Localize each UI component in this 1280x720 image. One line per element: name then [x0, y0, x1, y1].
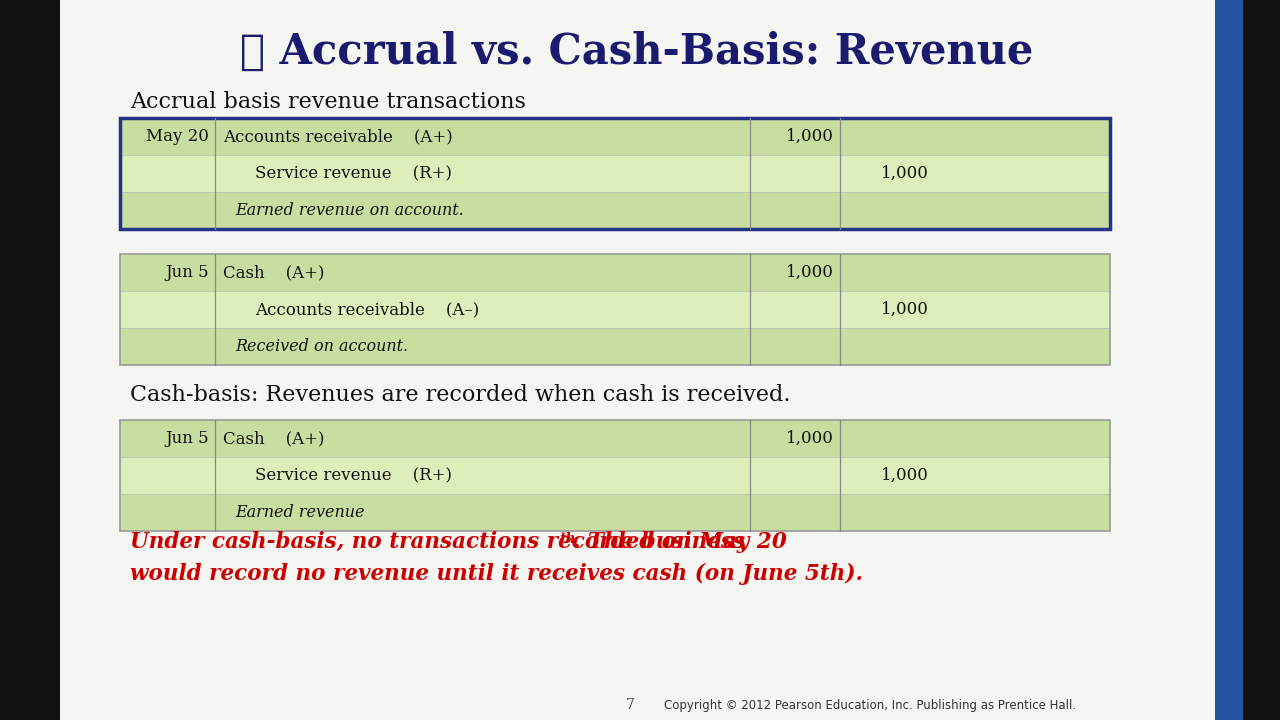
Text: 1,000: 1,000	[881, 467, 929, 484]
Text: Cash    (A+): Cash (A+)	[223, 430, 325, 447]
Bar	[120, 118, 1110, 155]
Text: Accounts receivable    (A+): Accounts receivable (A+)	[223, 128, 453, 145]
Bar	[120, 155, 1110, 192]
Text: Service revenue    (R+): Service revenue (R+)	[255, 467, 452, 484]
Bar	[0, 0, 60, 720]
Text: 1,000: 1,000	[881, 301, 929, 318]
Text: Under cash-basis, no transactions recorded on May 20: Under cash-basis, no transactions record…	[131, 531, 787, 553]
Bar	[120, 118, 1110, 229]
Text: 1,000: 1,000	[786, 264, 835, 281]
Text: th: th	[559, 532, 576, 546]
Bar	[120, 494, 1110, 531]
Bar	[120, 420, 1110, 531]
Text: ❖ Accrual vs. Cash-Basis: Revenue: ❖ Accrual vs. Cash-Basis: Revenue	[241, 31, 1034, 73]
Text: 1,000: 1,000	[786, 430, 835, 447]
Text: 1,000: 1,000	[786, 128, 835, 145]
Text: 7: 7	[626, 698, 635, 712]
Bar	[120, 254, 1110, 365]
Text: Jun 5: Jun 5	[165, 430, 209, 447]
Text: Accounts receivable    (A–): Accounts receivable (A–)	[255, 301, 479, 318]
Text: Accrual basis revenue transactions: Accrual basis revenue transactions	[131, 91, 526, 113]
Bar	[120, 457, 1110, 494]
Text: . The business: . The business	[573, 531, 745, 553]
Text: Received on account.: Received on account.	[236, 338, 408, 355]
Text: May 20: May 20	[146, 128, 209, 145]
Text: Cash    (A+): Cash (A+)	[223, 264, 325, 281]
Text: 1,000: 1,000	[881, 165, 929, 182]
Text: Jun 5: Jun 5	[165, 264, 209, 281]
Bar	[120, 254, 1110, 291]
Text: Service revenue    (R+): Service revenue (R+)	[255, 165, 452, 182]
Bar	[120, 192, 1110, 229]
Bar	[1215, 0, 1243, 720]
Text: would record no revenue until it receives cash (on June 5th).: would record no revenue until it receive…	[131, 563, 863, 585]
Bar	[120, 328, 1110, 365]
Bar	[1220, 0, 1280, 720]
Bar	[120, 420, 1110, 457]
Text: Earned revenue on account.: Earned revenue on account.	[236, 202, 463, 219]
Text: Cash-basis: Revenues are recorded when cash is received.: Cash-basis: Revenues are recorded when c…	[131, 384, 791, 406]
Text: Earned revenue: Earned revenue	[236, 504, 365, 521]
Text: Copyright © 2012 Pearson Education, Inc. Publishing as Prentice Hall.: Copyright © 2012 Pearson Education, Inc.…	[664, 698, 1076, 711]
Bar	[120, 291, 1110, 328]
